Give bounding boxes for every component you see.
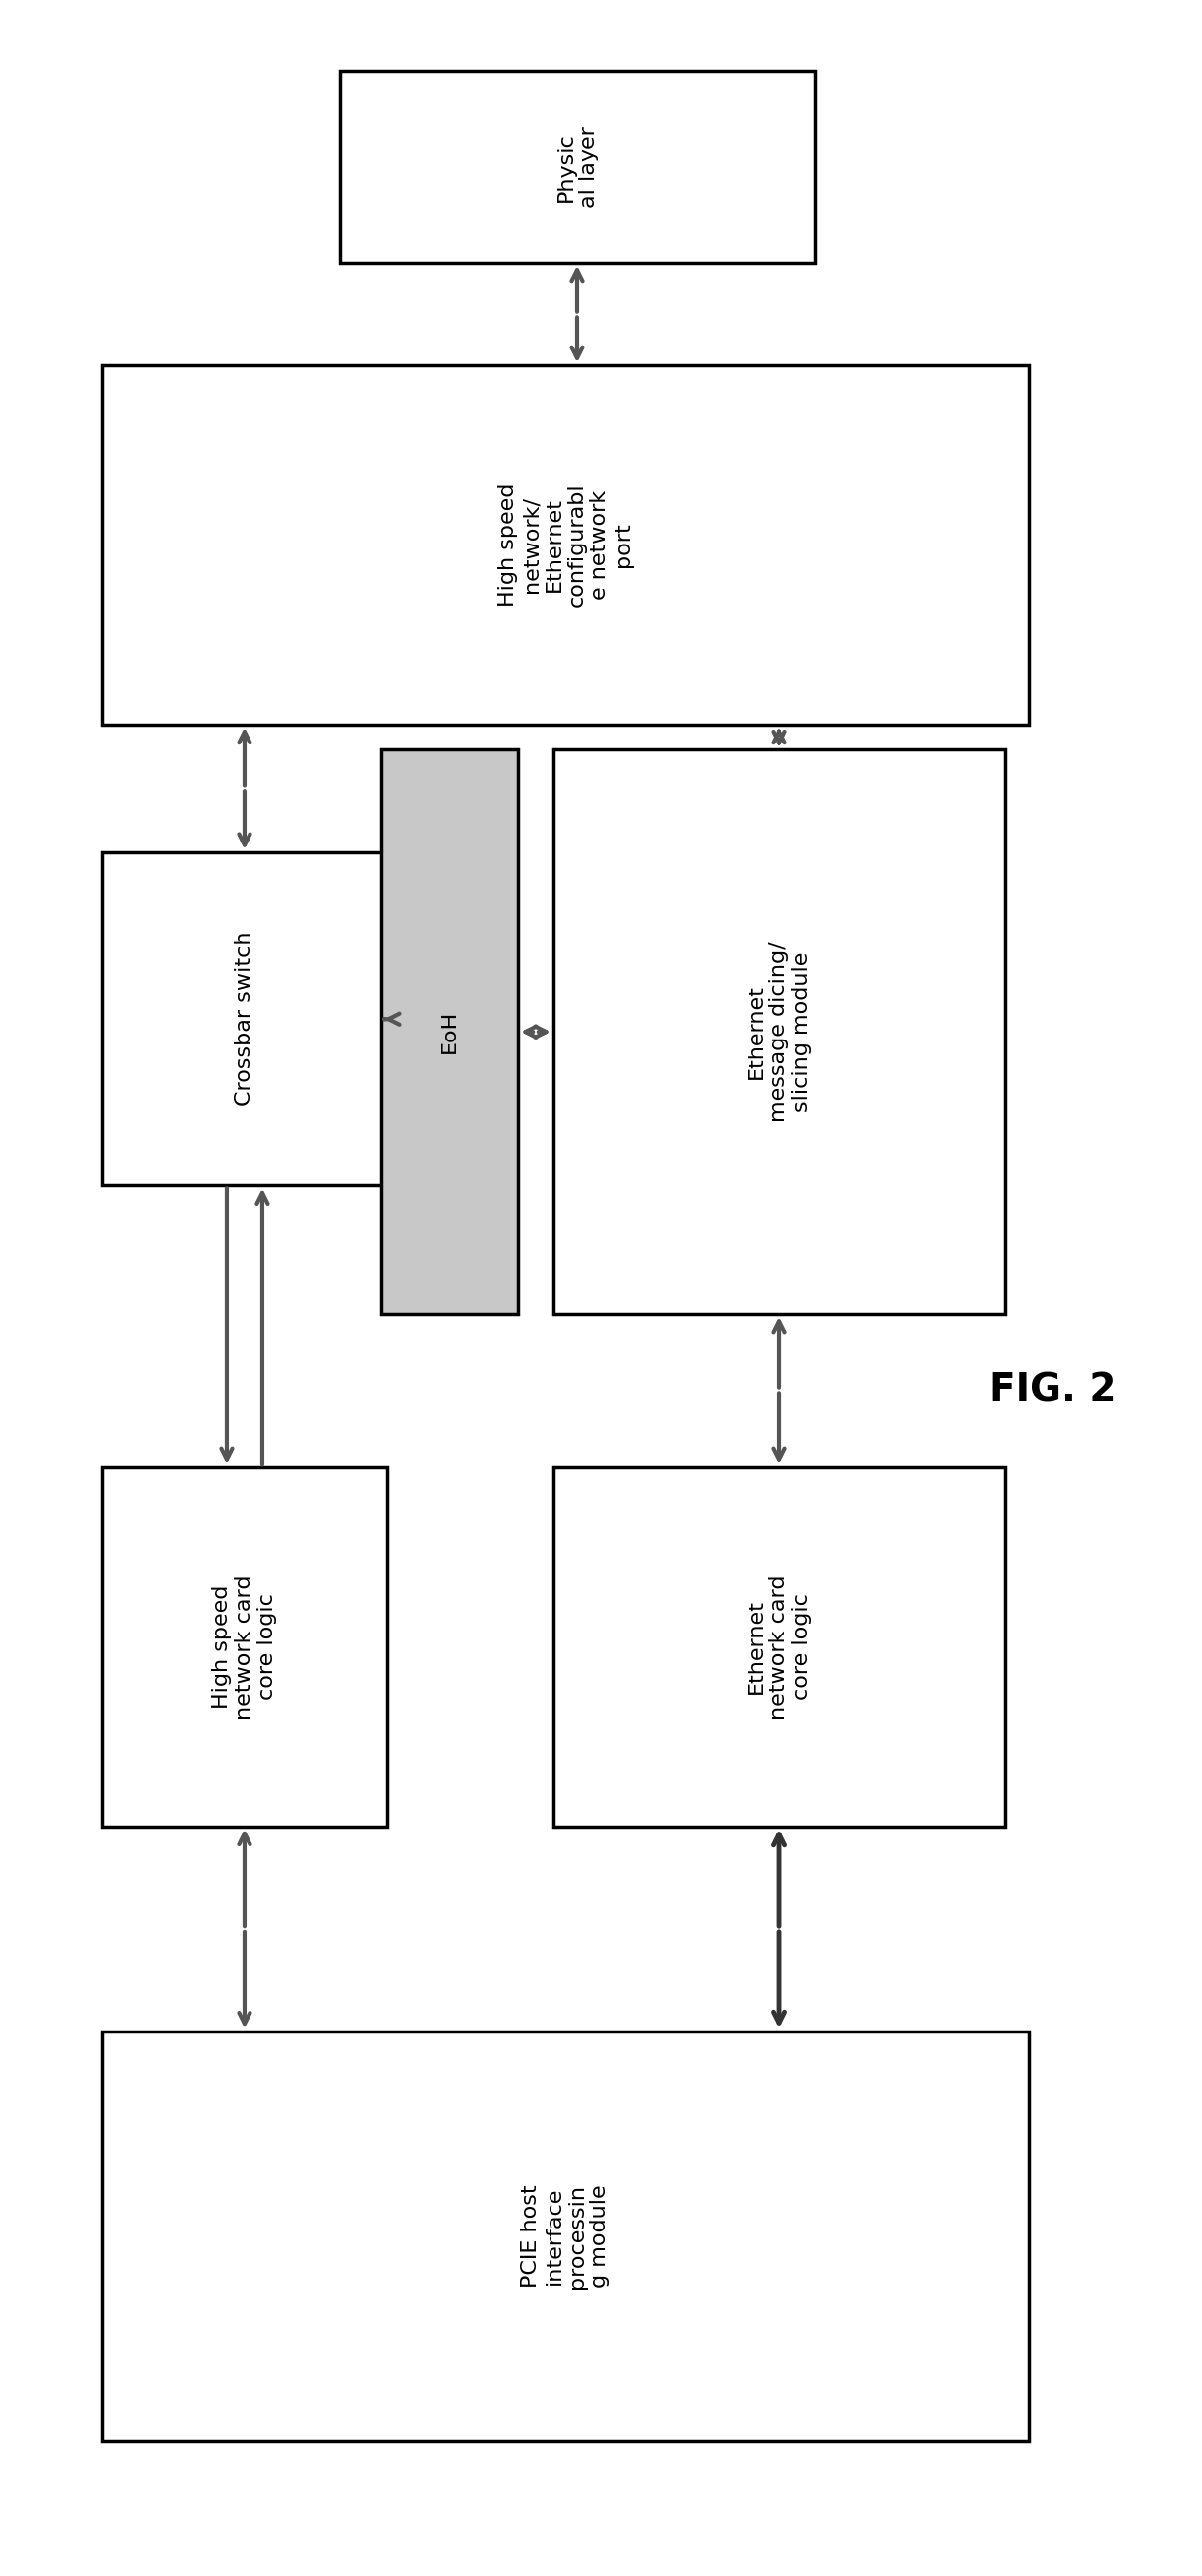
Text: Physic
al layer: Physic al layer: [555, 126, 599, 209]
Text: PCIE host
interface
processin
g module: PCIE host interface processin g module: [520, 2184, 609, 2287]
Bar: [553, 1468, 1005, 1826]
Text: Crossbar switch: Crossbar switch: [234, 933, 255, 1105]
Text: Ethernet
network card
core logic: Ethernet network card core logic: [746, 1574, 813, 1718]
Bar: [102, 366, 1029, 724]
Bar: [553, 750, 1005, 1314]
Bar: [102, 1468, 387, 1826]
Bar: [102, 2030, 1029, 2442]
Bar: [102, 853, 387, 1185]
Text: Ethernet
message dicing/
slicing module: Ethernet message dicing/ slicing module: [746, 943, 813, 1121]
Text: High speed
network card
core logic: High speed network card core logic: [212, 1574, 278, 1718]
Text: High speed
network/
Ethernet
configurabl
e network
port: High speed network/ Ethernet configurabl…: [498, 482, 632, 608]
Text: FIG. 2: FIG. 2: [989, 1370, 1117, 1409]
Bar: [340, 72, 815, 263]
Text: EoH: EoH: [440, 1010, 459, 1054]
Bar: [381, 750, 518, 1314]
